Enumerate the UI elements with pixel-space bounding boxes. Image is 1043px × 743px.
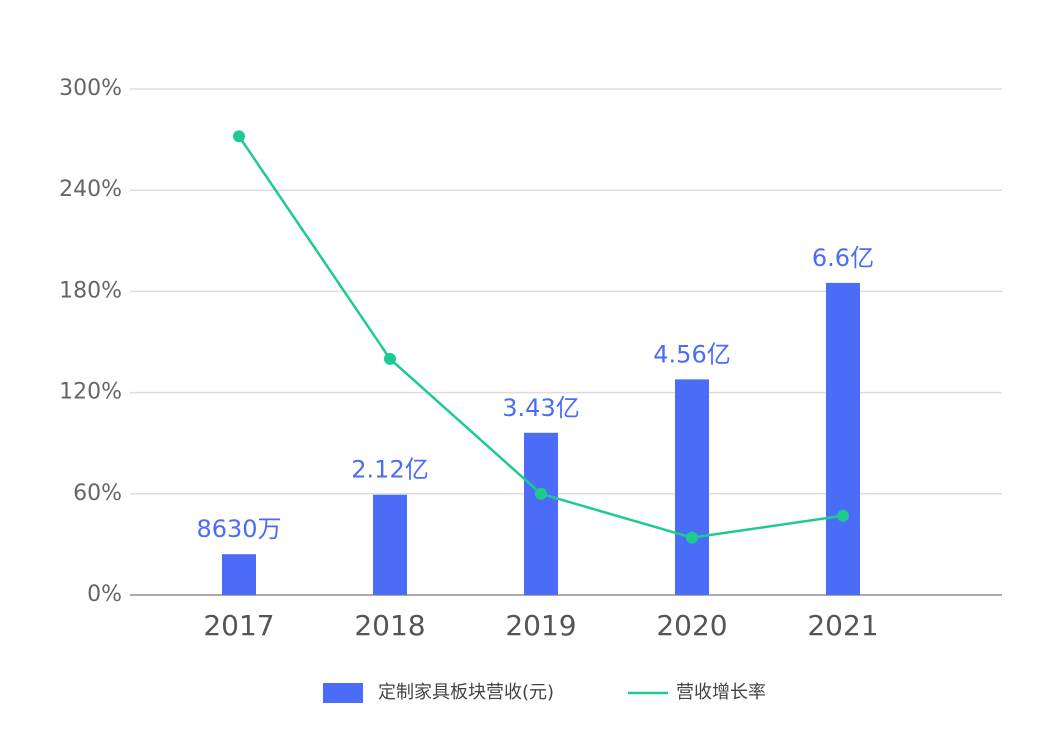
data-label: 8630万 bbox=[196, 515, 281, 543]
y-tick-label: 240% bbox=[59, 177, 122, 202]
x-tick-label: 2021 bbox=[807, 609, 878, 642]
line-point bbox=[837, 509, 849, 522]
y-tick-label: 120% bbox=[59, 380, 122, 405]
x-tick-label: 2019 bbox=[505, 609, 576, 642]
x-tick-label: 2018 bbox=[354, 609, 425, 642]
x-tick-label: 2020 bbox=[656, 609, 727, 642]
bar bbox=[373, 494, 407, 595]
data-label: 3.43亿 bbox=[502, 394, 579, 422]
legend-label: 营收增长率 bbox=[676, 682, 766, 703]
line-point bbox=[233, 130, 245, 143]
data-label: 2.12亿 bbox=[351, 456, 428, 484]
data-label: 6.6亿 bbox=[812, 244, 874, 272]
y-tick-label: 0% bbox=[87, 582, 122, 607]
data-label: 4.56亿 bbox=[653, 340, 730, 368]
legend-swatch bbox=[323, 683, 363, 703]
y-tick-label: 300% bbox=[59, 76, 122, 101]
legend-label: 定制家具板块营收(元) bbox=[378, 682, 554, 703]
line-point bbox=[686, 531, 698, 544]
bar bbox=[222, 554, 256, 595]
line-point bbox=[535, 487, 547, 500]
bar bbox=[524, 432, 558, 595]
y-tick-label: 180% bbox=[59, 278, 122, 303]
x-tick-label: 2017 bbox=[203, 609, 274, 642]
y-tick-label: 60% bbox=[73, 481, 122, 506]
bar bbox=[826, 282, 860, 595]
bar bbox=[675, 379, 709, 595]
line-point bbox=[384, 352, 396, 365]
